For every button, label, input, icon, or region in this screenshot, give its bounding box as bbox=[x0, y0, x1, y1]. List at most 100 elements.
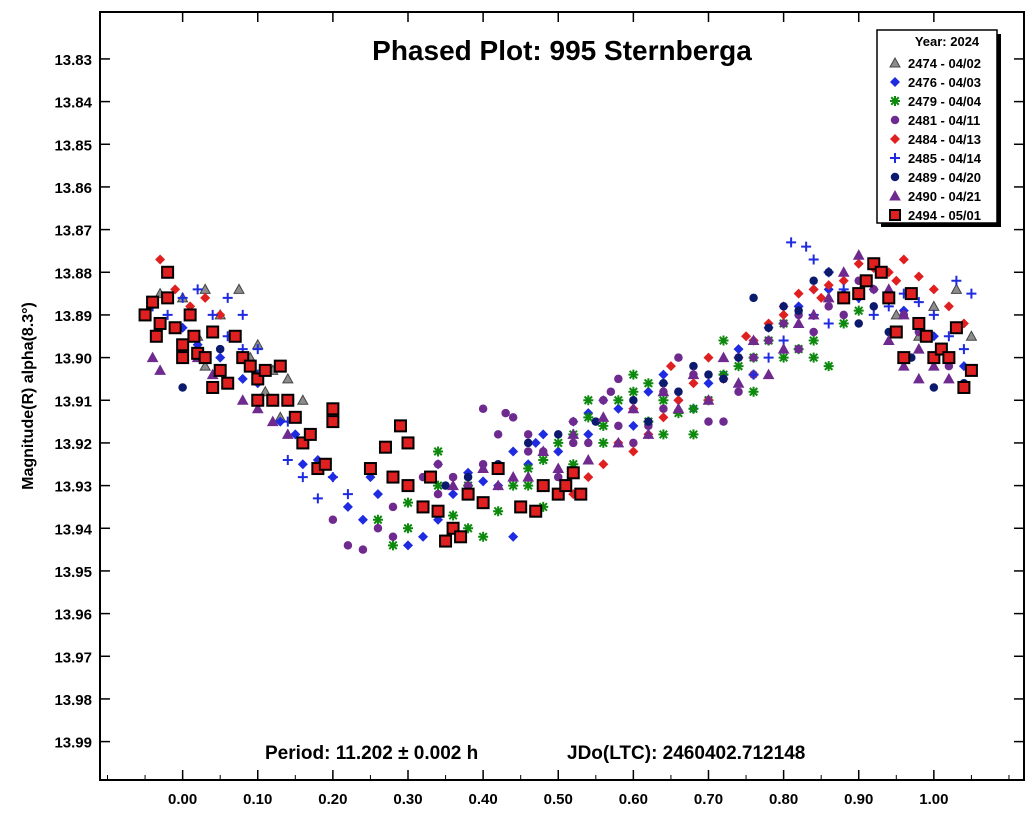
data-point bbox=[343, 541, 353, 550]
data-point bbox=[508, 446, 519, 457]
data-point bbox=[259, 385, 272, 397]
y-tick-label: 13.88 bbox=[54, 265, 92, 282]
data-point bbox=[672, 402, 685, 414]
data-point bbox=[612, 436, 625, 448]
data-point bbox=[281, 393, 295, 407]
data-point bbox=[237, 309, 248, 320]
data-point bbox=[734, 353, 743, 362]
legend-entry: 2479 - 04/04 bbox=[908, 94, 982, 109]
data-point bbox=[424, 470, 438, 484]
data-point bbox=[792, 317, 805, 328]
legend-entry: 2494 - 05/01 bbox=[908, 208, 981, 223]
y-tick-label: 13.93 bbox=[54, 479, 92, 496]
data-point bbox=[296, 394, 309, 405]
data-point bbox=[441, 481, 450, 490]
data-point bbox=[273, 359, 287, 373]
plot-frame bbox=[99, 11, 1025, 781]
data-point bbox=[566, 466, 580, 480]
data-point bbox=[913, 297, 924, 308]
data-point bbox=[958, 344, 969, 355]
data-point bbox=[658, 395, 669, 406]
data-point bbox=[703, 378, 714, 389]
data-point bbox=[288, 410, 302, 424]
data-point bbox=[786, 237, 797, 248]
data-point bbox=[779, 302, 788, 311]
data-point bbox=[199, 360, 212, 371]
data-point bbox=[433, 489, 443, 499]
legend-marker bbox=[890, 153, 900, 163]
data-point bbox=[401, 479, 415, 493]
y-tick-label: 13.86 bbox=[54, 180, 92, 197]
data-point bbox=[553, 437, 564, 448]
data-point bbox=[258, 363, 272, 377]
data-point bbox=[869, 302, 879, 311]
data-point bbox=[808, 335, 819, 346]
data-point bbox=[583, 395, 594, 406]
data-point bbox=[598, 420, 609, 431]
data-point bbox=[657, 385, 670, 397]
data-point bbox=[747, 334, 760, 346]
data-point bbox=[328, 515, 338, 524]
data-point bbox=[523, 447, 533, 456]
x-tick-label: 1.00 bbox=[919, 791, 948, 808]
data-point bbox=[822, 291, 835, 303]
data-point bbox=[793, 288, 804, 299]
data-point bbox=[342, 501, 353, 512]
data-point bbox=[448, 510, 459, 521]
data-point bbox=[237, 373, 248, 384]
data-point bbox=[508, 531, 519, 542]
data-point bbox=[153, 316, 167, 330]
y-tick-label: 13.96 bbox=[54, 607, 92, 624]
data-point bbox=[538, 501, 549, 512]
data-point bbox=[477, 462, 489, 474]
data-point bbox=[749, 293, 758, 303]
data-point bbox=[198, 351, 212, 365]
data-point bbox=[778, 309, 789, 320]
data-point bbox=[493, 506, 504, 517]
data-point bbox=[643, 378, 654, 389]
data-point bbox=[583, 472, 594, 483]
data-point bbox=[874, 265, 888, 279]
data-point bbox=[688, 378, 699, 389]
data-point bbox=[523, 438, 533, 448]
data-point bbox=[741, 331, 752, 342]
legend: Year: 2024 2474 - 04/02 2476 - 04/03 2479 … bbox=[876, 29, 1001, 227]
data-point bbox=[357, 514, 368, 525]
data-point bbox=[808, 352, 819, 363]
data-point bbox=[628, 446, 639, 457]
data-point bbox=[703, 352, 714, 363]
data-point bbox=[859, 274, 873, 288]
data-point bbox=[890, 308, 903, 320]
data-point bbox=[943, 331, 954, 342]
data-point bbox=[530, 437, 541, 448]
data-point bbox=[233, 283, 245, 294]
data-point bbox=[852, 249, 865, 260]
data-point bbox=[433, 480, 444, 491]
y-tick-label: 13.99 bbox=[54, 735, 92, 752]
data-point bbox=[777, 343, 790, 354]
data-point bbox=[553, 446, 564, 457]
data-point bbox=[215, 309, 226, 320]
data-point bbox=[446, 521, 460, 535]
data-point bbox=[658, 412, 669, 423]
data-point bbox=[674, 387, 683, 396]
data-point bbox=[704, 417, 713, 426]
data-point bbox=[433, 446, 444, 457]
data-point bbox=[838, 275, 849, 286]
data-point bbox=[326, 402, 340, 416]
data-point bbox=[161, 265, 175, 279]
y-tick-label: 13.95 bbox=[54, 564, 92, 581]
legend-entry: 2489 - 04/20 bbox=[908, 170, 981, 185]
data-point bbox=[372, 489, 383, 500]
data-point bbox=[326, 415, 340, 429]
data-point bbox=[508, 413, 518, 422]
legend-entry: 2490 - 04/21 bbox=[908, 189, 981, 204]
data-point bbox=[733, 344, 744, 355]
data-point bbox=[643, 386, 654, 397]
data-point bbox=[794, 344, 803, 354]
data-point bbox=[206, 325, 220, 339]
data-point bbox=[807, 308, 820, 320]
data-point bbox=[178, 383, 187, 392]
data-point bbox=[951, 275, 962, 286]
data-point bbox=[236, 394, 249, 405]
